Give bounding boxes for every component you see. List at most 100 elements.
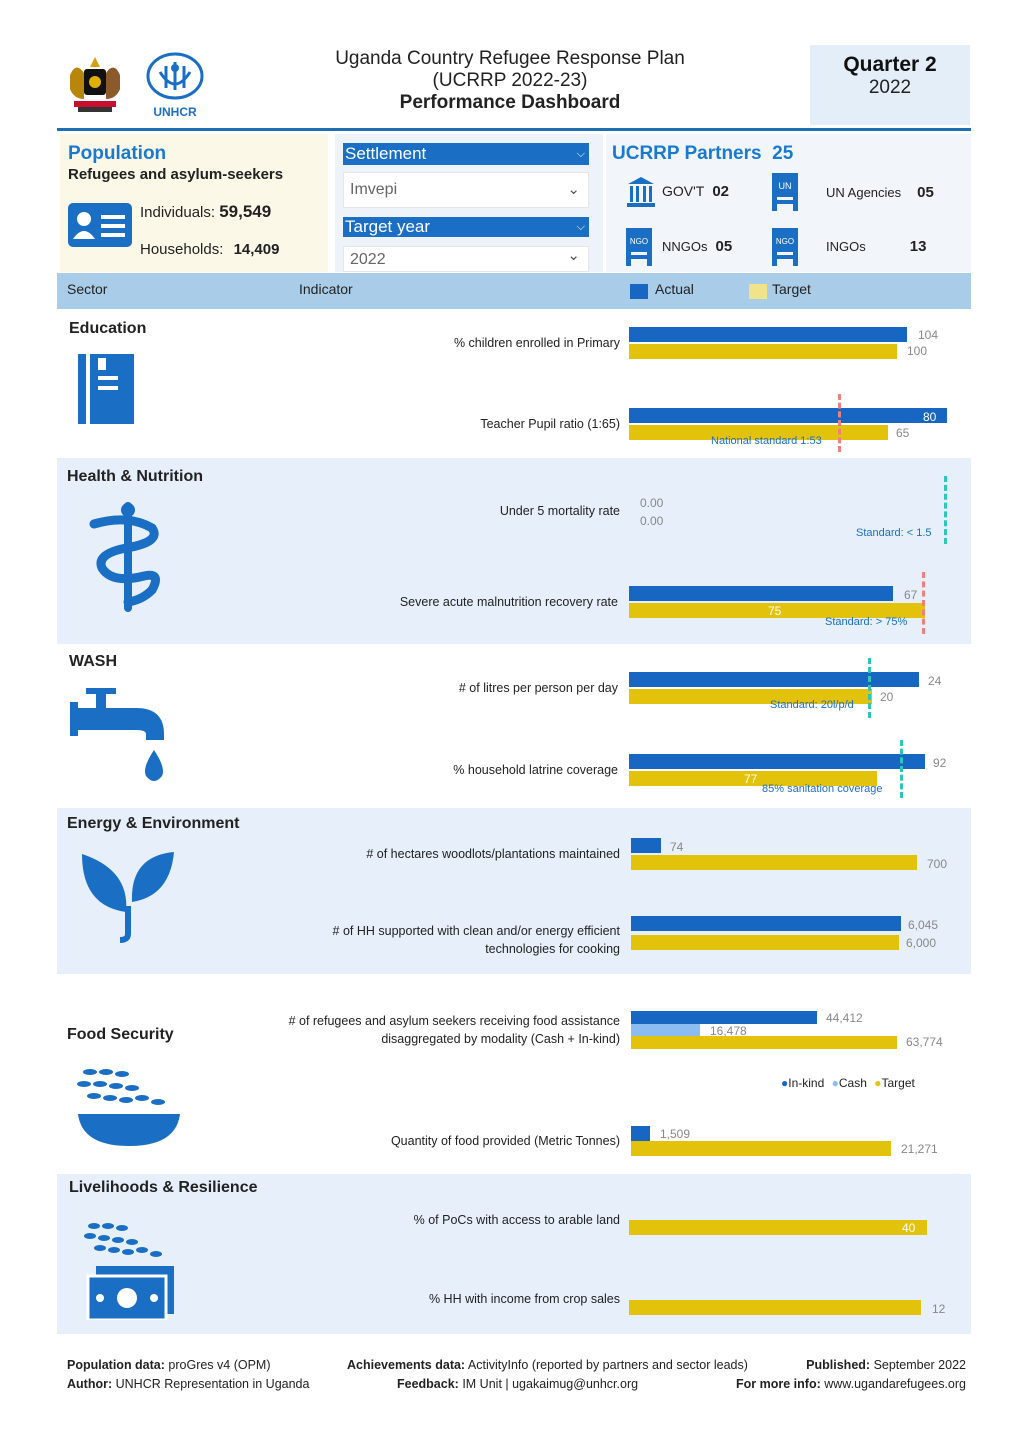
partner-ingo: INGOs 13 bbox=[826, 238, 927, 255]
indicator-edu-teacher-ratio: Teacher Pupil ratio (1:65) bbox=[480, 417, 620, 431]
bar-lr1-target bbox=[629, 1220, 927, 1235]
indicator-en-woodlots: # of hectares woodlots/plantations maint… bbox=[366, 847, 620, 861]
partners-title: UCRRP Partners 25 bbox=[612, 143, 794, 164]
value-wash2-actual: 92 bbox=[933, 756, 947, 770]
bar-hn2-target bbox=[629, 603, 925, 618]
bar-wash1-target bbox=[629, 689, 872, 704]
population-title: Population bbox=[68, 143, 167, 164]
households-value: 14,409 bbox=[233, 241, 280, 258]
ingo-badge-text: NGO bbox=[776, 237, 794, 246]
partner-nngo: NNGOs 05 bbox=[662, 238, 733, 255]
indicator-lr-arable-land: % of PoCs with access to arable land bbox=[413, 1213, 620, 1227]
grain-money-icon bbox=[84, 1220, 174, 1322]
value-hn1-target: 0.00 bbox=[640, 514, 664, 528]
government-building-icon bbox=[626, 176, 656, 208]
partner-nngo-value: 05 bbox=[715, 238, 733, 255]
col-actual: Actual bbox=[655, 281, 694, 297]
nngo-badge-text: NGO bbox=[630, 237, 648, 246]
bar-en2-target bbox=[631, 935, 899, 950]
indicator-fs-food-assistance: # of refugees and asylum seekers receivi… bbox=[260, 1012, 620, 1048]
column-header: Sector Indicator Actual Target bbox=[57, 273, 971, 309]
quarter-label: Quarter 2 bbox=[843, 53, 937, 76]
quarter-year: 2022 bbox=[868, 77, 912, 98]
settlement-dropdown[interactable]: Imvepi ⌄ bbox=[343, 172, 589, 208]
bar-en1-actual bbox=[631, 838, 661, 853]
value-edu2-actual: 80 bbox=[923, 410, 937, 424]
unhcr-logo-text: UNHCR bbox=[153, 105, 197, 119]
target-year-dropdown[interactable]: 2022 ⌄ bbox=[343, 246, 589, 272]
value-hn1-actual: 0.00 bbox=[640, 496, 664, 510]
bar-fs1-inkind bbox=[631, 1011, 817, 1024]
standard-label-wash2: 85% sanitation coverage bbox=[762, 783, 883, 795]
value-fs2-actual: 1,509 bbox=[660, 1127, 691, 1141]
partner-un: UN Agencies 05 bbox=[826, 184, 934, 201]
footer-pop-data-label: Population data: bbox=[67, 1358, 165, 1372]
footer-more-info-label: For more info: bbox=[736, 1377, 821, 1391]
value-en2-actual: 6,045 bbox=[908, 918, 939, 932]
col-sector: Sector bbox=[67, 281, 108, 297]
households-label: Households: bbox=[140, 241, 224, 258]
un-badge-text: UN bbox=[779, 181, 792, 191]
bar-fs1-cash bbox=[631, 1024, 700, 1036]
sector-education: Education bbox=[69, 320, 147, 337]
standard-line-wash2 bbox=[900, 740, 903, 798]
settlement-filter-label: Settlement ⌵ bbox=[343, 143, 589, 165]
sector-livelihoods: Livelihoods & Resilience bbox=[69, 1179, 258, 1196]
sector-wash: WASH bbox=[69, 653, 117, 670]
value-en1-actual: 74 bbox=[670, 840, 684, 854]
individuals-row: Individuals: 59,549 bbox=[140, 202, 271, 222]
value-fs2-target: 21,271 bbox=[901, 1142, 938, 1156]
indicator-fs-quantity: Quantity of food provided (Metric Tonnes… bbox=[390, 1134, 620, 1148]
legend-actual-swatch bbox=[630, 284, 648, 299]
indicator-fs1-line2: disaggregated by modality (Cash + In-kin… bbox=[381, 1032, 620, 1046]
standard-line-edu2 bbox=[838, 394, 841, 452]
footer-more-info-link[interactable]: www.ugandarefugees.org bbox=[824, 1377, 966, 1391]
legend-target: Target bbox=[881, 1076, 915, 1090]
indicator-lr-crop-income: % HH with income from crop sales bbox=[428, 1292, 620, 1306]
footer-achievements-label: Achievements data: bbox=[347, 1358, 466, 1372]
chevron-down-icon: ⌄ bbox=[567, 247, 580, 264]
header-divider bbox=[57, 128, 971, 131]
value-lr2-target: 12 bbox=[932, 1302, 946, 1316]
footer-right: Published: September 2022 For more info:… bbox=[700, 1356, 966, 1394]
water-tap-icon bbox=[70, 688, 168, 784]
standard-line-wash1 bbox=[868, 658, 871, 718]
households-row: Households: 14,409 bbox=[140, 241, 279, 258]
legend-dot-cash: ● bbox=[831, 1076, 839, 1090]
value-edu2-target: 65 bbox=[896, 426, 910, 440]
value-lr1-target: 40 bbox=[902, 1221, 916, 1235]
footer-author-label: Author: bbox=[67, 1377, 113, 1391]
title-line-3: Performance Dashboard bbox=[399, 92, 621, 113]
indicator-en2-line2: technologies for cooking bbox=[485, 942, 620, 956]
footer-left: Population data: proGres v4 (OPM) Author… bbox=[67, 1356, 309, 1394]
ingo-flag-icon: NGO bbox=[772, 228, 798, 266]
bar-edu1-target bbox=[629, 344, 897, 359]
value-fs1-cash: 16,478 bbox=[710, 1024, 747, 1038]
indicator-wash-latrine: % household latrine coverage bbox=[453, 763, 618, 777]
legend-target-swatch bbox=[749, 284, 767, 299]
footer-pop-data-value: proGres v4 (OPM) bbox=[168, 1358, 271, 1372]
indicator-hn-sam-recovery: Severe acute malnutrition recovery rate bbox=[399, 595, 618, 609]
page-title: Uganda Country Refugee Response Plan (UC… bbox=[300, 48, 720, 114]
quarter-box: Quarter 2 2022 bbox=[810, 45, 970, 125]
partner-govt-value: 02 bbox=[712, 183, 730, 200]
chevron-down-icon: ⌵ bbox=[576, 221, 585, 233]
title-line-2: (UCRRP 2022-23) bbox=[432, 70, 588, 91]
standard-label-wash1: Standard: 20l/p/d bbox=[770, 699, 854, 711]
value-wash2-target: 77 bbox=[744, 772, 758, 786]
standard-line-hn1 bbox=[944, 476, 947, 544]
indicator-hn-u5-mortality: Under 5 mortality rate bbox=[499, 504, 620, 518]
bar-edu2-target bbox=[629, 425, 888, 440]
indicator-fs1-line1: # of refugees and asylum seekers receivi… bbox=[288, 1014, 620, 1028]
footer-feedback-label: Feedback: bbox=[397, 1377, 459, 1391]
value-wash1-target: 20 bbox=[880, 690, 894, 704]
standard-label-hn2: Standard: > 75% bbox=[825, 616, 908, 628]
chevron-down-icon: ⌄ bbox=[567, 181, 580, 198]
footer-feedback-link[interactable]: IM Unit | ugakaimug@unhcr.org bbox=[462, 1377, 639, 1391]
indicator-wash-litres: # of litres per person per day bbox=[458, 681, 618, 695]
population-subtitle: Refugees and asylum-seekers bbox=[68, 166, 284, 183]
footer-published-value: September 2022 bbox=[873, 1358, 966, 1372]
standard-line-hn2 bbox=[922, 572, 925, 634]
settlement-value: Imvepi bbox=[350, 181, 398, 198]
bar-hn2-actual bbox=[629, 586, 893, 601]
